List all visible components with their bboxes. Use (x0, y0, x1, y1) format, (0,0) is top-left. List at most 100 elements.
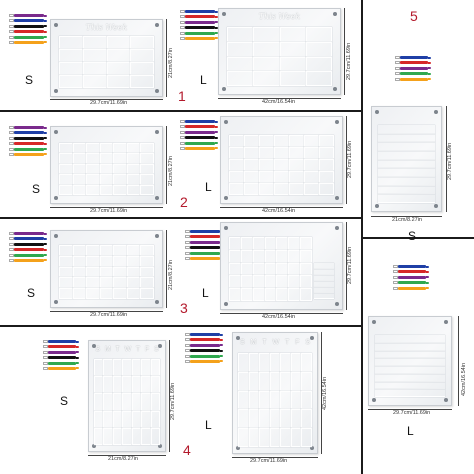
mount-screw (444, 398, 448, 402)
marker-pen (185, 333, 223, 336)
mount-screw (444, 320, 448, 324)
mount-screw (155, 234, 159, 238)
marker-pen (9, 131, 47, 135)
mount-screw (155, 130, 159, 134)
marker-pen (185, 343, 223, 347)
marker-pen (185, 354, 223, 358)
large-width-label: 42cm/16.54in (262, 208, 296, 214)
marker-pen (9, 14, 47, 17)
marker-pen (9, 35, 47, 39)
mount-screw (155, 300, 159, 304)
marker-pen (395, 66, 431, 70)
large-board: This Week (218, 8, 341, 95)
marker-set (180, 120, 218, 152)
mount-screw (335, 226, 339, 230)
small-board: This Week (50, 19, 163, 97)
marker-set (9, 232, 47, 264)
marker-pen (9, 30, 47, 34)
marker-pen (180, 26, 218, 30)
large-board (220, 222, 343, 310)
mount-screw (54, 234, 58, 238)
large-height-label: 29.7cm/11.69in (347, 246, 353, 284)
marker-set (393, 265, 429, 292)
mount-screw (375, 110, 379, 114)
marker-pen (43, 366, 79, 370)
mount-screw (54, 300, 58, 304)
board-title: This Week (85, 23, 128, 32)
marker-pen (9, 142, 47, 146)
mount-screw (155, 196, 159, 200)
mount-screw (54, 196, 58, 200)
mount-screw (92, 444, 96, 448)
marker-pen (185, 338, 223, 342)
marker-pen (43, 361, 79, 365)
mount-screw (335, 302, 339, 306)
mount-screw (155, 23, 159, 27)
size-label-large: L (202, 286, 209, 300)
marker-pen (180, 31, 218, 35)
mount-screw (222, 12, 226, 16)
small-width-label: 29.7cm/11.69in (90, 208, 128, 214)
large-height-label: 42cm/16.54in (322, 376, 328, 410)
small-board (371, 106, 442, 212)
marker-set (180, 10, 218, 42)
marker-pen (393, 270, 429, 274)
option-number: 2 (180, 194, 188, 210)
marker-pen (393, 275, 429, 279)
size-label-large: L (205, 418, 212, 432)
marker-pen (9, 232, 47, 235)
marker-set (9, 126, 47, 158)
marker-pen (185, 230, 223, 233)
mount-screw (335, 120, 339, 124)
small-height-label: 29.7cm/11.69in (447, 142, 453, 180)
mount-screw (155, 89, 159, 93)
marker-pen (180, 15, 218, 19)
mount-screw (158, 444, 162, 448)
size-label-small: S (408, 229, 417, 243)
board-title: This Week (258, 12, 301, 21)
mount-screw (434, 204, 438, 208)
marker-pen (185, 256, 223, 260)
marker-pen (9, 24, 47, 28)
marker-set (9, 14, 47, 46)
size-label-small: S (25, 73, 34, 87)
marker-pen (185, 349, 223, 353)
small-width-label: 21cm/8.27in (108, 456, 138, 462)
marker-pen (180, 10, 218, 13)
marker-pen (9, 126, 47, 129)
mount-screw (92, 344, 96, 348)
small-board (50, 126, 163, 204)
marker-pen (9, 258, 47, 262)
large-width-label: 42cm/16.54in (262, 314, 296, 320)
mount-screw (333, 12, 337, 16)
marker-pen (9, 136, 47, 140)
size-label-small: S (60, 394, 69, 408)
large-width-label: 29.7cm/11.69in (250, 458, 288, 464)
marker-pen (9, 242, 47, 246)
size-label-large: L (200, 73, 207, 87)
marker-pen (43, 345, 79, 349)
small-width-label: 21cm/8.27in (392, 217, 422, 223)
row-divider-3 (0, 325, 362, 327)
mount-screw (333, 87, 337, 91)
marker-pen (180, 136, 218, 140)
marker-pen (9, 19, 47, 23)
mount-screw (54, 89, 58, 93)
marker-pen (180, 130, 218, 134)
large-height-label: 29.7cm/11.69in (347, 140, 353, 178)
option-number: 4 (183, 442, 191, 458)
marker-pen (393, 286, 429, 290)
marker-pen (395, 77, 431, 81)
marker-pen (185, 235, 223, 239)
marker-pen (9, 248, 47, 252)
row-divider-2 (0, 217, 362, 219)
option-number: 3 (180, 300, 188, 316)
size-label-small: S (27, 286, 36, 300)
row-divider-4 (362, 237, 474, 239)
marker-pen (9, 152, 47, 156)
mount-screw (310, 336, 314, 340)
marker-pen (43, 356, 79, 360)
mount-screw (224, 226, 228, 230)
small-width-label: 29.7cm/11.69in (90, 100, 128, 106)
